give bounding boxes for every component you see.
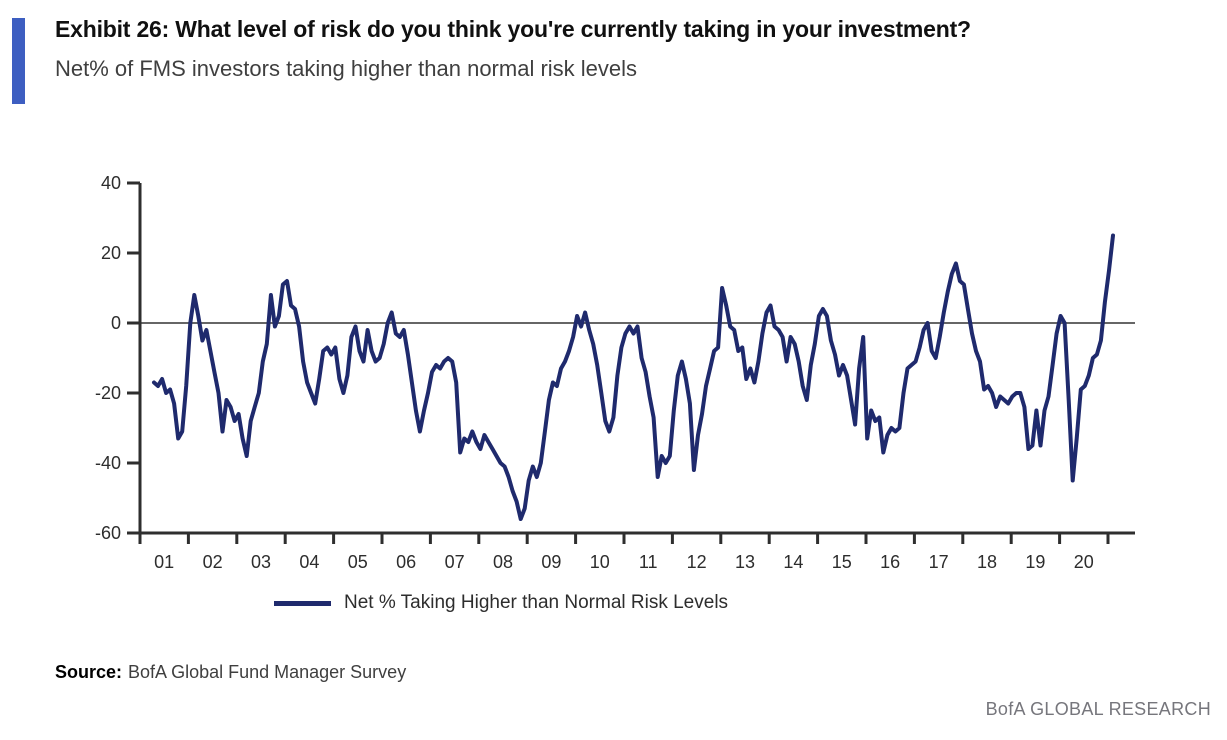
- x-tick-label: 13: [735, 552, 755, 572]
- title-accent-bar: [12, 18, 25, 104]
- x-tick-label: 18: [977, 552, 997, 572]
- x-tick-label: 05: [348, 552, 368, 572]
- x-tick-label: 19: [1025, 552, 1045, 572]
- x-tick-label: 10: [590, 552, 610, 572]
- x-tick-label: 16: [880, 552, 900, 572]
- x-tick-label: 09: [541, 552, 561, 572]
- x-tick-label: 08: [493, 552, 513, 572]
- page-title: Exhibit 26: What level of risk do you th…: [55, 16, 971, 42]
- y-tick-label: -60: [95, 523, 121, 543]
- x-tick-label: 15: [832, 552, 852, 572]
- legend-label: Net % Taking Higher than Normal Risk Lev…: [344, 592, 729, 613]
- legend-line-swatch: [274, 600, 331, 606]
- x-tick-label: 01: [154, 552, 174, 572]
- x-tick-label: 02: [203, 552, 223, 572]
- x-tick-label: 06: [396, 552, 416, 572]
- x-tick-label: 12: [687, 552, 707, 572]
- research-footer: BofA GLOBAL RESEARCH: [985, 699, 1211, 719]
- chart-legend: Net % Taking Higher than Normal Risk Lev…: [274, 592, 728, 614]
- y-tick-label: 40: [101, 173, 121, 193]
- risk-series-line: [152, 233, 1115, 521]
- x-tick-label: 07: [445, 552, 465, 572]
- y-tick-label: -20: [95, 383, 121, 403]
- x-tick-label: 20: [1074, 552, 1094, 572]
- x-tick-label: 11: [639, 552, 658, 572]
- source-line: Source: BofA Global Fund Manager Survey: [55, 662, 406, 683]
- source-value: BofA Global Fund Manager Survey: [128, 662, 407, 682]
- source-label: Source:: [55, 662, 123, 682]
- x-tick-label: 17: [929, 552, 949, 572]
- y-tick-label: 0: [111, 313, 121, 333]
- x-tick-label: 14: [783, 552, 803, 572]
- y-tick-label: 20: [101, 243, 121, 263]
- y-tick-label: -40: [95, 453, 121, 473]
- page-subtitle: Net% of FMS investors taking higher than…: [55, 56, 638, 81]
- x-tick-label: 04: [299, 552, 319, 572]
- x-tick-label: 03: [251, 552, 271, 572]
